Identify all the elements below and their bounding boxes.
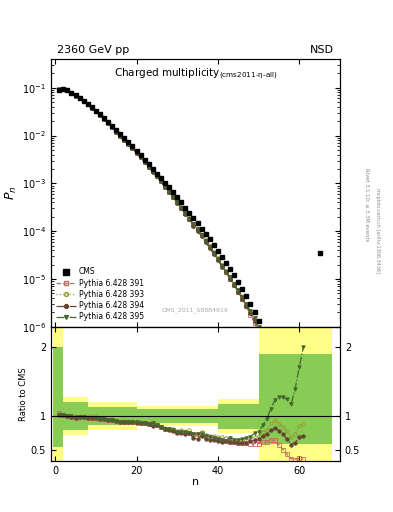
- Text: Charged multiplicity$_{\sf (cms2011\text{-}\eta\text{-}all)}$: Charged multiplicity$_{\sf (cms2011\text…: [114, 67, 277, 82]
- X-axis label: n: n: [192, 477, 199, 487]
- Text: NSD: NSD: [310, 45, 334, 55]
- Y-axis label: $P_n$: $P_n$: [4, 186, 19, 200]
- Text: Rivet 3.1.10; ≥ 3.3M events: Rivet 3.1.10; ≥ 3.3M events: [364, 168, 369, 242]
- Text: CMS_2011_S8884919: CMS_2011_S8884919: [162, 308, 229, 313]
- Y-axis label: Ratio to CMS: Ratio to CMS: [19, 367, 28, 421]
- Text: 2360 GeV pp: 2360 GeV pp: [57, 45, 129, 55]
- Legend: CMS, Pythia 6.428 391, Pythia 6.428 393, Pythia 6.428 394, Pythia 6.428 395: CMS, Pythia 6.428 391, Pythia 6.428 393,…: [55, 266, 145, 323]
- Text: mcplots.cern.ch [arXiv:1306.3436]: mcplots.cern.ch [arXiv:1306.3436]: [375, 188, 380, 273]
